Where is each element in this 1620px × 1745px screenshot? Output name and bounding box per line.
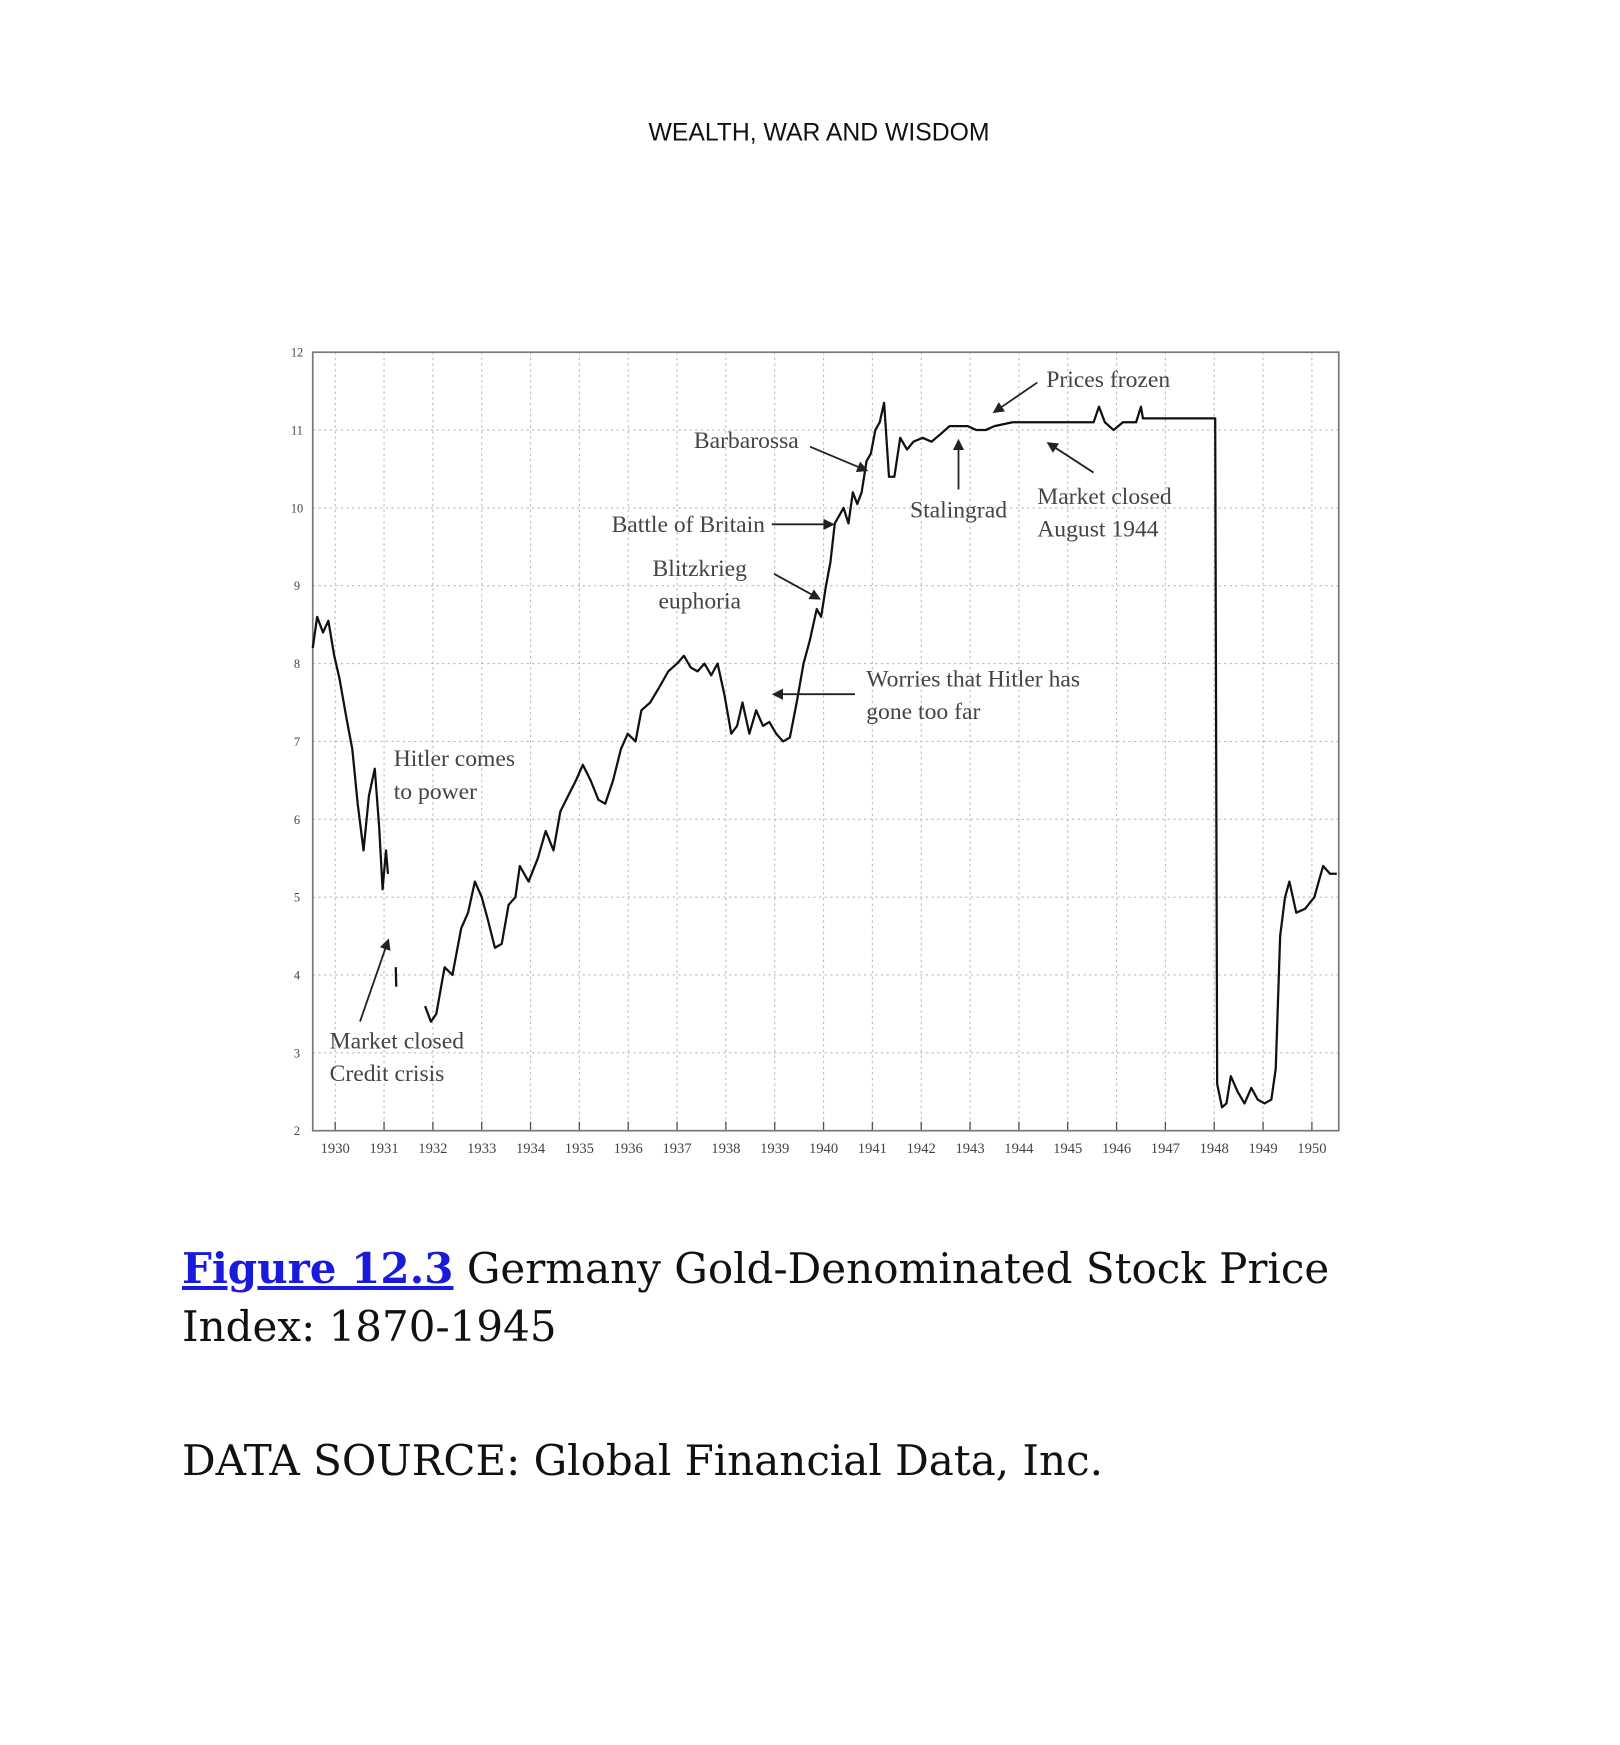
figure-link[interactable]: Figure 12.3 [182, 1244, 454, 1293]
x-tick-label: 1936 [614, 1141, 643, 1157]
arrow [809, 445, 869, 473]
annotation: Worries that Hitler has [866, 666, 1080, 692]
annotation: Credit crisis [330, 1061, 445, 1087]
x-tick-label: 1939 [760, 1141, 789, 1157]
arrows [359, 381, 1094, 1022]
annotation: Battle of Britain [612, 512, 766, 538]
annotation: gone too far [866, 699, 980, 725]
annotation: Stalingrad [910, 498, 1007, 524]
caption: Figure 12.3 Germany Gold-Denominated Sto… [182, 1240, 1472, 1356]
x-tick-label: 1938 [711, 1141, 740, 1157]
annotation: Market closed [330, 1029, 465, 1055]
grid: 2 3 4 5 6 7 8 9 10 11 12 1930 1931 1932 1933 1934 1935 19… [291, 346, 1339, 1157]
x-tick-label: 1944 [1004, 1141, 1034, 1157]
annotation: August 1944 [1037, 517, 1159, 543]
y-tick-label: 10 [291, 501, 303, 515]
annotation: Barbarossa [694, 428, 799, 454]
annotations: Prices frozen Barbarossa Stalingrad Market … [330, 367, 1172, 1087]
x-tick-label: 1949 [1248, 1141, 1277, 1157]
annotation: Market closed [1037, 484, 1172, 510]
x-tick-label: 1947 [1151, 1141, 1180, 1157]
x-tick-label: 1932 [418, 1141, 447, 1157]
x-tick-label: 1946 [1102, 1141, 1131, 1157]
x-tick-label: 1945 [1053, 1141, 1082, 1157]
annotation: Prices frozen [1046, 367, 1170, 393]
x-tick-label: 1937 [662, 1141, 691, 1157]
source: DATA SOURCE: Global Financial Data, Inc. [182, 1436, 1103, 1485]
header: WEALTH, WAR AND WISDOM [648, 120, 989, 147]
y-tick-label: 2 [294, 1124, 300, 1138]
y-tick-label: 11 [291, 424, 303, 438]
arrow [773, 573, 821, 600]
arrow [992, 381, 1038, 414]
y-tick-label: 3 [294, 1046, 300, 1060]
y-tick-label: 4 [294, 968, 300, 982]
annotation: euphoria [658, 589, 741, 615]
data-line [311, 615, 390, 891]
y-tick-label: 6 [294, 813, 300, 827]
x-tick-label: 1942 [907, 1141, 936, 1157]
annotation: Hitler comes [394, 746, 515, 772]
y-tick-label: 9 [294, 579, 300, 593]
x-tick-label: 1931 [369, 1141, 398, 1157]
x-tick-label: 1933 [467, 1141, 496, 1157]
data-line [424, 401, 1337, 1109]
x-tick-label: 1948 [1200, 1141, 1229, 1157]
arrow [359, 938, 391, 1022]
marks [311, 401, 1337, 1109]
annotation: Blitzkrieg [653, 556, 748, 582]
y-tick-label: 12 [291, 346, 303, 360]
x-tick-label: 1940 [809, 1141, 838, 1157]
annotation: to power [394, 779, 477, 805]
y-tick-label: 5 [294, 891, 300, 905]
x-tick-label: 1943 [955, 1141, 984, 1157]
caption-text: Germany Gold-Denominated Stock Price Ind… [182, 1244, 1330, 1351]
plot-frame [311, 351, 1340, 1132]
x-tick-label: 1950 [1297, 1141, 1326, 1157]
x-tick-label: 1934 [516, 1141, 546, 1157]
x-tick-label: 1935 [565, 1141, 594, 1157]
y-tick-label: 8 [294, 657, 300, 671]
y-tick-label: 7 [294, 735, 300, 749]
arrow [1046, 442, 1094, 474]
x-tick-label: 1930 [321, 1141, 350, 1157]
x-tick-label: 1941 [858, 1141, 887, 1157]
